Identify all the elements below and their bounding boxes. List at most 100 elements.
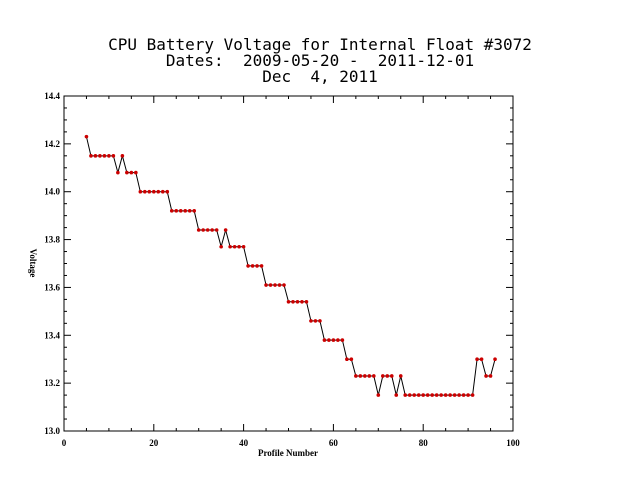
data-point: [205, 228, 210, 232]
data-point: [309, 319, 313, 323]
data-point: [389, 374, 394, 378]
data-point: [160, 189, 165, 194]
series-line: [85, 136, 496, 396]
data-point: [412, 393, 417, 397]
x-tick-label: 60: [329, 438, 339, 448]
x-tick-label: 100: [506, 438, 520, 448]
data-point: [430, 393, 434, 397]
data-point: [354, 374, 358, 378]
data-point: [466, 393, 470, 397]
data-point: [102, 154, 107, 158]
data-point: [120, 154, 125, 158]
data-point: [452, 393, 457, 397]
data-point: [138, 189, 143, 194]
data-point: [439, 393, 443, 397]
data-point: [192, 209, 197, 213]
data-point: [376, 393, 381, 397]
y-tick-label: 13.8: [44, 235, 60, 245]
data-point: [336, 338, 340, 342]
data-point: [273, 283, 277, 287]
data-point: [318, 319, 322, 323]
data-point: [89, 154, 93, 158]
data-point: [398, 374, 403, 378]
data-point: [241, 244, 246, 249]
data-point: [416, 393, 421, 397]
data-point: [479, 357, 484, 362]
data-point: [372, 374, 376, 378]
chart-title-line-3: Dec 4, 2011: [262, 67, 378, 86]
data-point: [107, 154, 111, 158]
data-point: [394, 393, 399, 397]
chart-title-line-1: CPU Battery Voltage for Internal Float #…: [108, 35, 532, 54]
data-point: [178, 209, 183, 213]
data-point: [345, 357, 349, 362]
data-point: [223, 228, 228, 232]
data-point: [282, 283, 286, 287]
data-point: [111, 154, 116, 158]
data-point: [331, 338, 336, 342]
data-point: [214, 228, 219, 232]
data-point: [403, 393, 408, 397]
data-point: [196, 228, 201, 232]
data-point: [340, 338, 345, 342]
data-point: [461, 393, 466, 397]
data-point: [98, 154, 102, 158]
data-point: [246, 264, 250, 268]
data-point: [250, 264, 255, 268]
x-tick-label: 80: [419, 438, 429, 448]
data-point: [421, 393, 426, 397]
data-point: [363, 374, 367, 378]
y-tick-label: 14.2: [44, 139, 60, 149]
data-point: [152, 189, 156, 194]
data-point: [116, 170, 120, 175]
data-point: [407, 393, 412, 397]
data-point: [484, 374, 488, 378]
data-point: [425, 393, 430, 397]
data-point: [295, 299, 300, 304]
y-tick-label: 14.4: [44, 91, 60, 101]
data-point: [367, 374, 372, 378]
x-axis-label: Profile Number: [258, 448, 318, 458]
data-point: [134, 170, 138, 175]
data-point: [147, 189, 152, 194]
data-point: [187, 209, 192, 213]
data-point: [277, 283, 282, 287]
y-tick-label: 13.2: [44, 378, 60, 388]
chart-title-line-2: Dates: 2009-05-20 - 2011-12-01: [165, 51, 475, 70]
data-point: [255, 264, 259, 268]
data-point: [349, 357, 354, 362]
data-point: [219, 244, 223, 249]
data-point: [165, 189, 170, 194]
x-tick-label: 0: [62, 438, 67, 448]
data-point: [169, 209, 174, 213]
data-point: [84, 134, 89, 139]
data-point: [313, 319, 318, 323]
data-point: [358, 374, 363, 378]
data-point: [327, 338, 331, 342]
data-point: [129, 170, 134, 175]
y-tick-label: 13.0: [44, 426, 60, 436]
data-point: [259, 264, 264, 268]
data-point: [304, 299, 309, 304]
data-point: [385, 374, 390, 378]
y-tick-label: 14.0: [44, 187, 60, 197]
data-point: [380, 374, 385, 378]
data-point: [264, 283, 268, 287]
data-point: [183, 209, 188, 213]
data-point: [475, 357, 479, 362]
data-point: [286, 299, 291, 304]
data-point: [174, 209, 179, 213]
data-point: [93, 154, 98, 158]
y-tick-label: 13.4: [44, 330, 60, 340]
data-point: [228, 244, 232, 249]
data-point: [156, 189, 161, 194]
data-point: [268, 283, 273, 287]
data-point: [443, 393, 448, 397]
data-point: [434, 393, 439, 397]
data-point: [210, 228, 214, 232]
data-point: [201, 228, 205, 232]
y-axis-label: Voltage: [28, 249, 38, 278]
data-point: [291, 299, 295, 304]
data-point: [457, 393, 461, 397]
data-point: [125, 170, 129, 175]
